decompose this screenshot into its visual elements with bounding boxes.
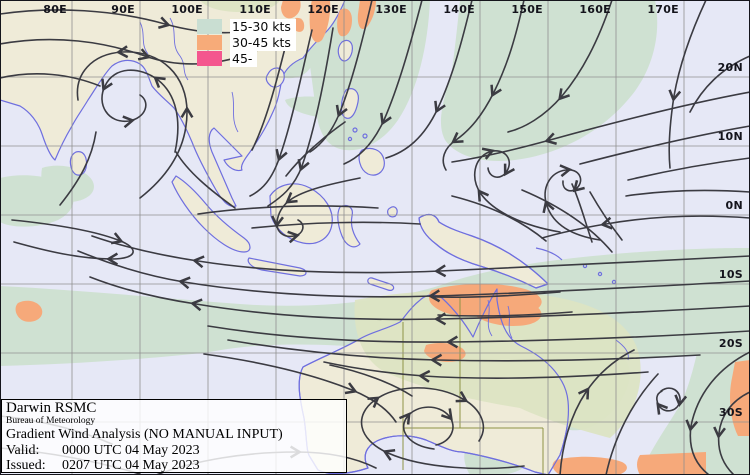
lon-label: 110E	[239, 3, 271, 16]
legend-row: 30-45 kts	[197, 34, 296, 51]
mindanao	[358, 147, 385, 176]
lat-label: 30S	[718, 406, 743, 419]
lat-label: 20N	[717, 61, 743, 74]
lon-label: 80E	[43, 3, 67, 16]
lat-label: 10S	[718, 268, 743, 281]
valid-label: Valid:	[6, 442, 40, 458]
issued-label: Issued:	[6, 458, 46, 473]
legend-label: 45-	[230, 50, 258, 67]
sri-lanka	[69, 151, 88, 176]
lon-label: 120E	[307, 3, 339, 16]
analysis-info-box: Darwin RSMC Bureau of Meteorology Gradie…	[1, 399, 347, 473]
lon-label: 150E	[511, 3, 543, 16]
lon-label: 90E	[111, 3, 135, 16]
legend-label: 15-30 kts	[230, 18, 296, 35]
halmahera	[387, 206, 398, 218]
legend-row: 45-	[197, 50, 296, 67]
lon-label: 140E	[443, 3, 475, 16]
legend-swatch-15-30	[197, 19, 222, 34]
issued-value: 0207 UTC 04 May 2023	[62, 458, 200, 473]
hainan	[265, 67, 285, 88]
product-title: Gradient Wind Analysis (NO MANUAL INPUT)	[6, 427, 283, 442]
lon-label: 130E	[375, 3, 407, 16]
valid-time-row: Valid: 0000 UTC 04 May 2023	[6, 443, 346, 459]
legend-row: 15-30 kts	[197, 18, 296, 35]
taiwan	[337, 39, 353, 62]
lat-label: 10N	[717, 130, 743, 143]
bureau-subtitle: Bureau of Meteorology	[6, 416, 96, 426]
lat-label: 20S	[718, 337, 743, 350]
wind-speed-legend: 15-30 kts 30-45 kts 45-	[197, 18, 296, 67]
sumatra	[171, 175, 251, 253]
sulawesi	[337, 204, 361, 248]
legend-swatch-45	[197, 51, 222, 66]
legend-swatch-30-45	[197, 35, 222, 50]
lat-label: 0N	[725, 199, 743, 212]
wind-shade-15-30-land	[200, 0, 641, 438]
lon-label: 100E	[171, 3, 203, 16]
issued-time-row: Issued: 0207 UTC 04 May 2023	[6, 458, 346, 474]
agency-title: Darwin RSMC	[6, 400, 97, 416]
legend-label: 30-45 kts	[230, 34, 296, 51]
valid-value: 0000 UTC 04 May 2023	[62, 442, 200, 458]
lon-label: 170E	[647, 3, 679, 16]
lon-label: 160E	[579, 3, 611, 16]
